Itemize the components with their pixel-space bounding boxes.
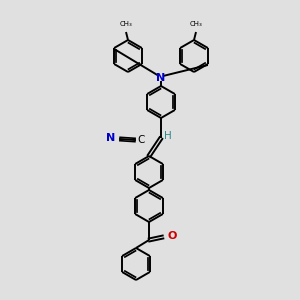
Text: N: N	[156, 73, 166, 83]
Text: C: C	[137, 135, 145, 145]
Text: H: H	[164, 131, 172, 141]
Text: N: N	[106, 133, 115, 143]
Text: CH₃: CH₃	[120, 21, 132, 27]
Text: O: O	[167, 231, 176, 241]
Text: CH₃: CH₃	[190, 21, 202, 27]
